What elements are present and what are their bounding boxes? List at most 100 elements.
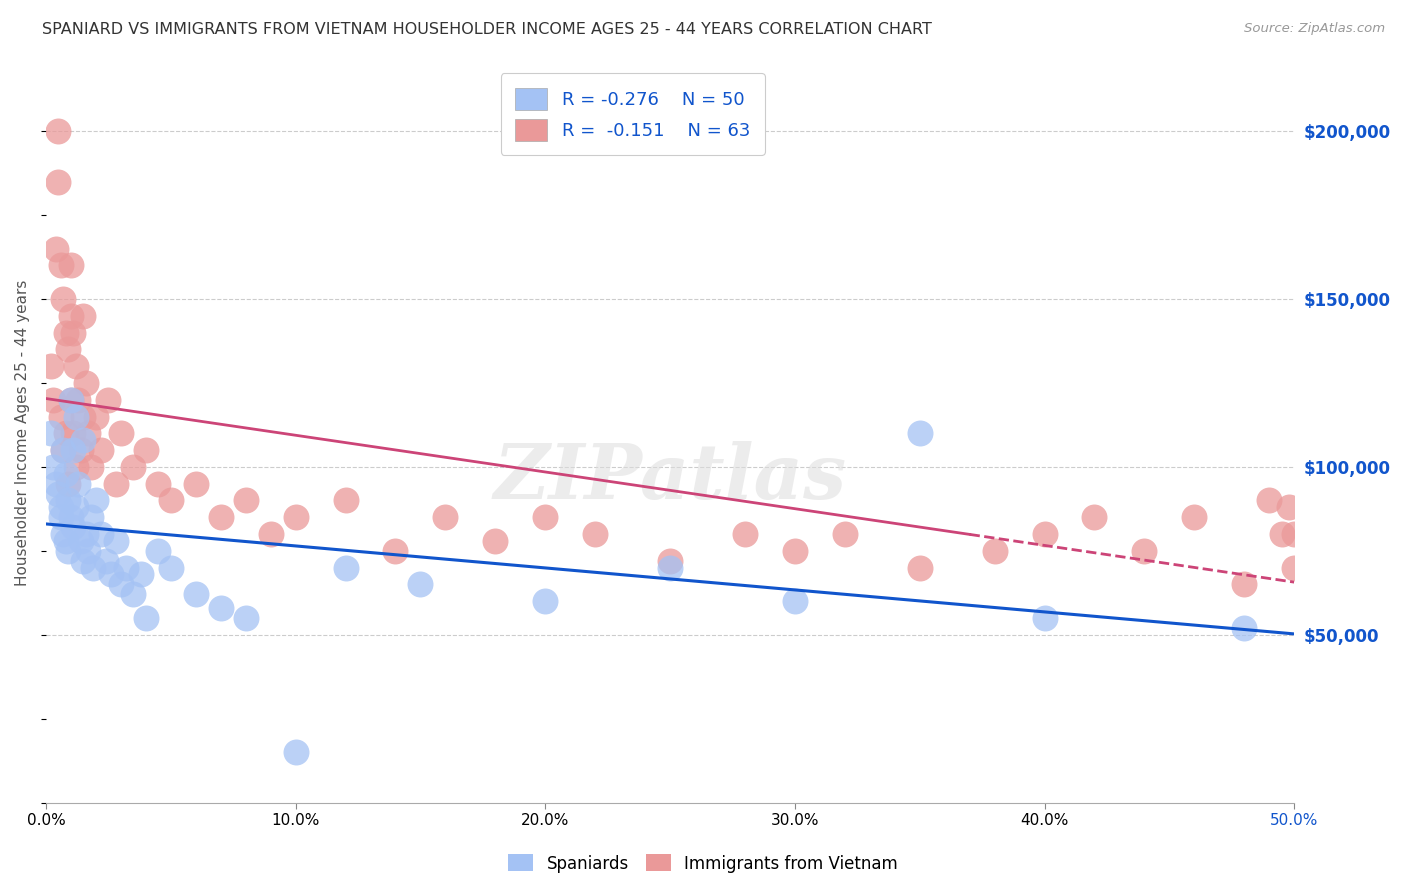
Point <box>65 359 87 373</box>
Point <box>84 409 107 424</box>
Point <box>39 426 62 441</box>
Point <box>148 476 170 491</box>
Point <box>75 527 97 541</box>
Point <box>100 567 122 582</box>
Point <box>1133 543 1156 558</box>
Point <box>48 175 70 189</box>
Point <box>59 309 82 323</box>
Point <box>62 426 84 441</box>
Point <box>1282 560 1305 574</box>
Point <box>72 554 94 568</box>
Point <box>983 543 1005 558</box>
Point <box>659 554 682 568</box>
Point <box>834 527 856 541</box>
Point <box>1258 493 1281 508</box>
Point <box>70 533 93 548</box>
Point <box>52 443 75 458</box>
Point <box>59 392 82 407</box>
Point <box>58 343 80 357</box>
Point <box>159 493 181 508</box>
Point <box>1233 621 1256 635</box>
Point <box>1083 510 1105 524</box>
Point <box>42 392 65 407</box>
Point <box>59 259 82 273</box>
Point <box>58 493 80 508</box>
Point <box>908 426 931 441</box>
Point <box>55 426 77 441</box>
Point <box>77 426 100 441</box>
Point <box>52 292 75 306</box>
Point <box>104 533 127 548</box>
Point <box>48 124 70 138</box>
Point <box>115 560 138 574</box>
Point <box>90 527 112 541</box>
Point <box>52 443 75 458</box>
Point <box>55 326 77 340</box>
Point <box>67 476 90 491</box>
Point <box>104 476 127 491</box>
Point <box>184 476 207 491</box>
Point <box>97 392 120 407</box>
Point <box>184 587 207 601</box>
Point <box>434 510 457 524</box>
Point <box>135 611 157 625</box>
Point <box>82 560 104 574</box>
Point <box>65 500 87 515</box>
Point <box>534 510 557 524</box>
Text: ZIPatlas: ZIPatlas <box>494 441 846 515</box>
Point <box>110 426 132 441</box>
Point <box>49 510 72 524</box>
Point <box>59 392 82 407</box>
Point <box>209 600 232 615</box>
Point <box>335 560 357 574</box>
Point <box>72 409 94 424</box>
Point <box>122 587 145 601</box>
Point <box>534 594 557 608</box>
Point <box>110 577 132 591</box>
Point <box>62 520 84 534</box>
Point <box>58 543 80 558</box>
Point <box>94 554 117 568</box>
Point <box>67 392 90 407</box>
Point <box>49 259 72 273</box>
Point <box>62 443 84 458</box>
Point <box>1278 500 1301 515</box>
Point <box>1233 577 1256 591</box>
Point <box>122 459 145 474</box>
Point <box>259 527 281 541</box>
Point <box>908 560 931 574</box>
Point <box>135 443 157 458</box>
Point <box>49 409 72 424</box>
Y-axis label: Householder Income Ages 25 - 44 years: Householder Income Ages 25 - 44 years <box>15 280 30 586</box>
Point <box>80 459 103 474</box>
Point <box>148 543 170 558</box>
Legend: R = -0.276    N = 50, R =  -0.151    N = 63: R = -0.276 N = 50, R = -0.151 N = 63 <box>501 73 765 155</box>
Point <box>75 376 97 390</box>
Point <box>80 510 103 524</box>
Point <box>65 459 87 474</box>
Point <box>783 543 806 558</box>
Point <box>1271 527 1294 541</box>
Point <box>284 510 307 524</box>
Point <box>384 543 406 558</box>
Text: Source: ZipAtlas.com: Source: ZipAtlas.com <box>1244 22 1385 36</box>
Point <box>84 493 107 508</box>
Point <box>58 476 80 491</box>
Point <box>284 745 307 759</box>
Point <box>52 527 75 541</box>
Point <box>39 359 62 373</box>
Point <box>335 493 357 508</box>
Point <box>1033 527 1056 541</box>
Point <box>659 560 682 574</box>
Point <box>62 326 84 340</box>
Point <box>1182 510 1205 524</box>
Point <box>209 510 232 524</box>
Text: SPANIARD VS IMMIGRANTS FROM VIETNAM HOUSEHOLDER INCOME AGES 25 - 44 YEARS CORREL: SPANIARD VS IMMIGRANTS FROM VIETNAM HOUS… <box>42 22 932 37</box>
Point <box>734 527 756 541</box>
Point <box>59 510 82 524</box>
Point <box>70 443 93 458</box>
Point <box>55 467 77 481</box>
Point <box>72 433 94 447</box>
Point <box>45 242 67 256</box>
Point <box>72 309 94 323</box>
